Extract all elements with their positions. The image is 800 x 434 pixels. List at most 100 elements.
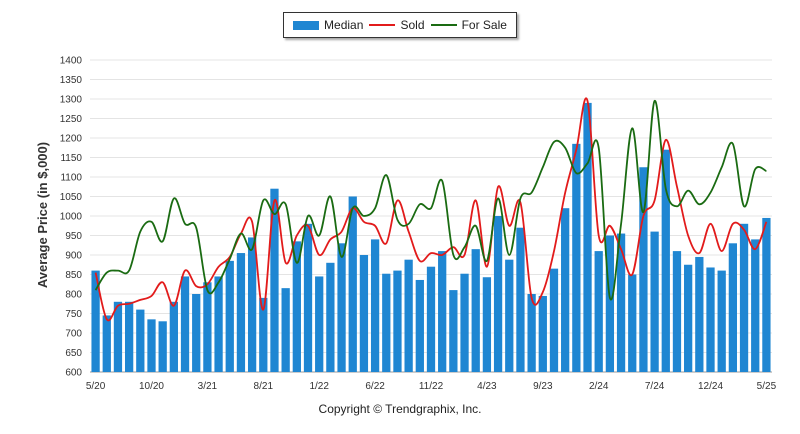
bar-median-5/24 bbox=[628, 274, 637, 372]
bar-median-6/20 bbox=[102, 315, 111, 372]
copyright: Copyright © Trendgraphix, Inc. bbox=[318, 402, 482, 416]
bar-median-10/22 bbox=[415, 279, 424, 372]
bar-median-4/24 bbox=[616, 233, 626, 372]
bar-median-1/25 bbox=[717, 270, 726, 372]
bar-median-10/24 bbox=[684, 264, 693, 372]
bar-median-6/23 bbox=[505, 259, 514, 372]
bar-median-3/22 bbox=[337, 243, 346, 372]
bar-median-12/23 bbox=[572, 143, 581, 372]
bar-median-2/22 bbox=[326, 262, 335, 372]
y-tick-label: 950 bbox=[65, 231, 82, 242]
x-tick-label: 5/25 bbox=[757, 381, 777, 392]
bar-median-9/21 bbox=[270, 188, 279, 372]
legend-swatch-for-sale bbox=[430, 24, 457, 26]
bar-median-3/25 bbox=[739, 223, 749, 372]
bar-median-6/21 bbox=[236, 253, 246, 372]
legend-label-for-sale: For Sale bbox=[461, 18, 507, 32]
bar-median-4/22 bbox=[348, 196, 357, 372]
x-tick-label: 7/24 bbox=[645, 381, 665, 392]
bar-median-7/20 bbox=[113, 301, 123, 372]
y-tick-label: 1300 bbox=[60, 95, 83, 106]
bar-median-3/21 bbox=[203, 282, 212, 372]
x-tick-label: 6/22 bbox=[365, 381, 385, 392]
y-tick-label: 850 bbox=[65, 270, 82, 281]
y-tick-label: 1150 bbox=[60, 153, 82, 164]
bar-median-11/21 bbox=[292, 241, 301, 372]
y-tick-label: 1050 bbox=[60, 192, 83, 203]
bar-median-2/25 bbox=[728, 243, 738, 372]
bar-median-6/22 bbox=[370, 239, 380, 372]
bar-median-3/23 bbox=[471, 249, 480, 372]
x-tick-label: 12/24 bbox=[698, 381, 723, 392]
y-tick-label: 1200 bbox=[60, 134, 83, 145]
y-tick-label: 750 bbox=[65, 309, 82, 320]
bar-median-1/23 bbox=[449, 290, 458, 372]
bar-median-9/23 bbox=[538, 295, 547, 372]
bar-median-11/22 bbox=[426, 266, 436, 372]
bar-median-3/24 bbox=[605, 235, 615, 372]
x-tick-label: 2/24 bbox=[589, 381, 609, 392]
legend-label-median: Median bbox=[324, 18, 364, 32]
legend-swatch-sold bbox=[369, 24, 396, 26]
bar-median-5/23 bbox=[493, 216, 503, 372]
x-tick-label: 3/21 bbox=[198, 381, 218, 392]
x-tick-label: 8/21 bbox=[254, 381, 274, 392]
bar-median-9/20 bbox=[136, 309, 145, 372]
legend: Median Sold For Sale bbox=[283, 12, 517, 38]
bar-median-4/21 bbox=[214, 276, 223, 372]
y-tick-label: 900 bbox=[65, 251, 82, 262]
bar-median-2/24 bbox=[594, 251, 603, 372]
legend-item-for-sale: For Sale bbox=[430, 18, 507, 32]
legend-item-median: Median bbox=[293, 18, 363, 32]
bar-median-5/21 bbox=[225, 260, 234, 372]
y-tick-label: 600 bbox=[65, 368, 82, 379]
bar-median-8/21 bbox=[259, 297, 268, 372]
y-tick-label: 800 bbox=[65, 290, 82, 301]
x-tick-label: 1/22 bbox=[309, 381, 329, 392]
y-tick-label: 1350 bbox=[60, 75, 83, 86]
bar-median-7/22 bbox=[382, 273, 391, 372]
x-axis-ticks: 5/20 10/20 3/21 8/21 1/22 6/22 11/22 4/23 9/23 2/… bbox=[86, 381, 777, 392]
bar-median-8/20 bbox=[124, 301, 134, 372]
bar-median-1/22 bbox=[315, 276, 324, 372]
y-axis-ticks: 600 650 700 750 800 850 900 950 1000 1050 1100 1150… bbox=[60, 56, 83, 379]
y-tick-label: 650 bbox=[65, 348, 82, 359]
bar-median-10/23 bbox=[549, 268, 559, 372]
bar-median-12/21 bbox=[303, 223, 313, 372]
line-sold bbox=[94, 97, 768, 322]
bar-median-4/23 bbox=[482, 277, 492, 372]
bar-median-11/23 bbox=[561, 208, 570, 372]
bar-median-5/20 bbox=[91, 270, 100, 372]
line-for-sale bbox=[94, 99, 767, 301]
y-tick-label: 1000 bbox=[60, 212, 83, 223]
bar-median-7/21 bbox=[247, 237, 257, 372]
bar-median-12/22 bbox=[438, 251, 447, 372]
x-tick-label: 11/22 bbox=[419, 381, 444, 392]
bar-median-6/24 bbox=[639, 167, 648, 372]
bar-median-8/24 bbox=[661, 149, 670, 372]
y-axis-label: Average Price (in $,000) bbox=[35, 142, 50, 288]
bar-median-8/22 bbox=[393, 270, 402, 372]
y-tick-label: 1250 bbox=[60, 114, 83, 125]
x-tick-label: 9/23 bbox=[533, 381, 553, 392]
y-tick-label: 1400 bbox=[60, 56, 83, 67]
bar-median-4/25 bbox=[751, 239, 760, 372]
x-tick-label: 10/20 bbox=[139, 381, 164, 392]
bar-median-2/23 bbox=[460, 273, 469, 372]
bar-median-1/24 bbox=[583, 102, 592, 373]
bar-median-8/23 bbox=[527, 294, 536, 372]
bar-median-10/20 bbox=[147, 319, 156, 372]
bar-median-9/22 bbox=[404, 259, 413, 372]
bar-median-7/24 bbox=[650, 231, 659, 372]
bar-median-11/20 bbox=[158, 321, 167, 372]
line-series bbox=[94, 97, 768, 322]
bar-median-12/24 bbox=[706, 267, 715, 372]
bar-median-2/21 bbox=[192, 294, 201, 372]
bar-median-10/21 bbox=[281, 288, 290, 372]
x-tick-label: 5/20 bbox=[86, 381, 106, 392]
legend-label-sold: Sold bbox=[400, 18, 425, 32]
bar-median-1/21 bbox=[180, 276, 190, 372]
x-tick-label: 4/23 bbox=[477, 381, 497, 392]
bar-median-12/20 bbox=[169, 301, 178, 372]
